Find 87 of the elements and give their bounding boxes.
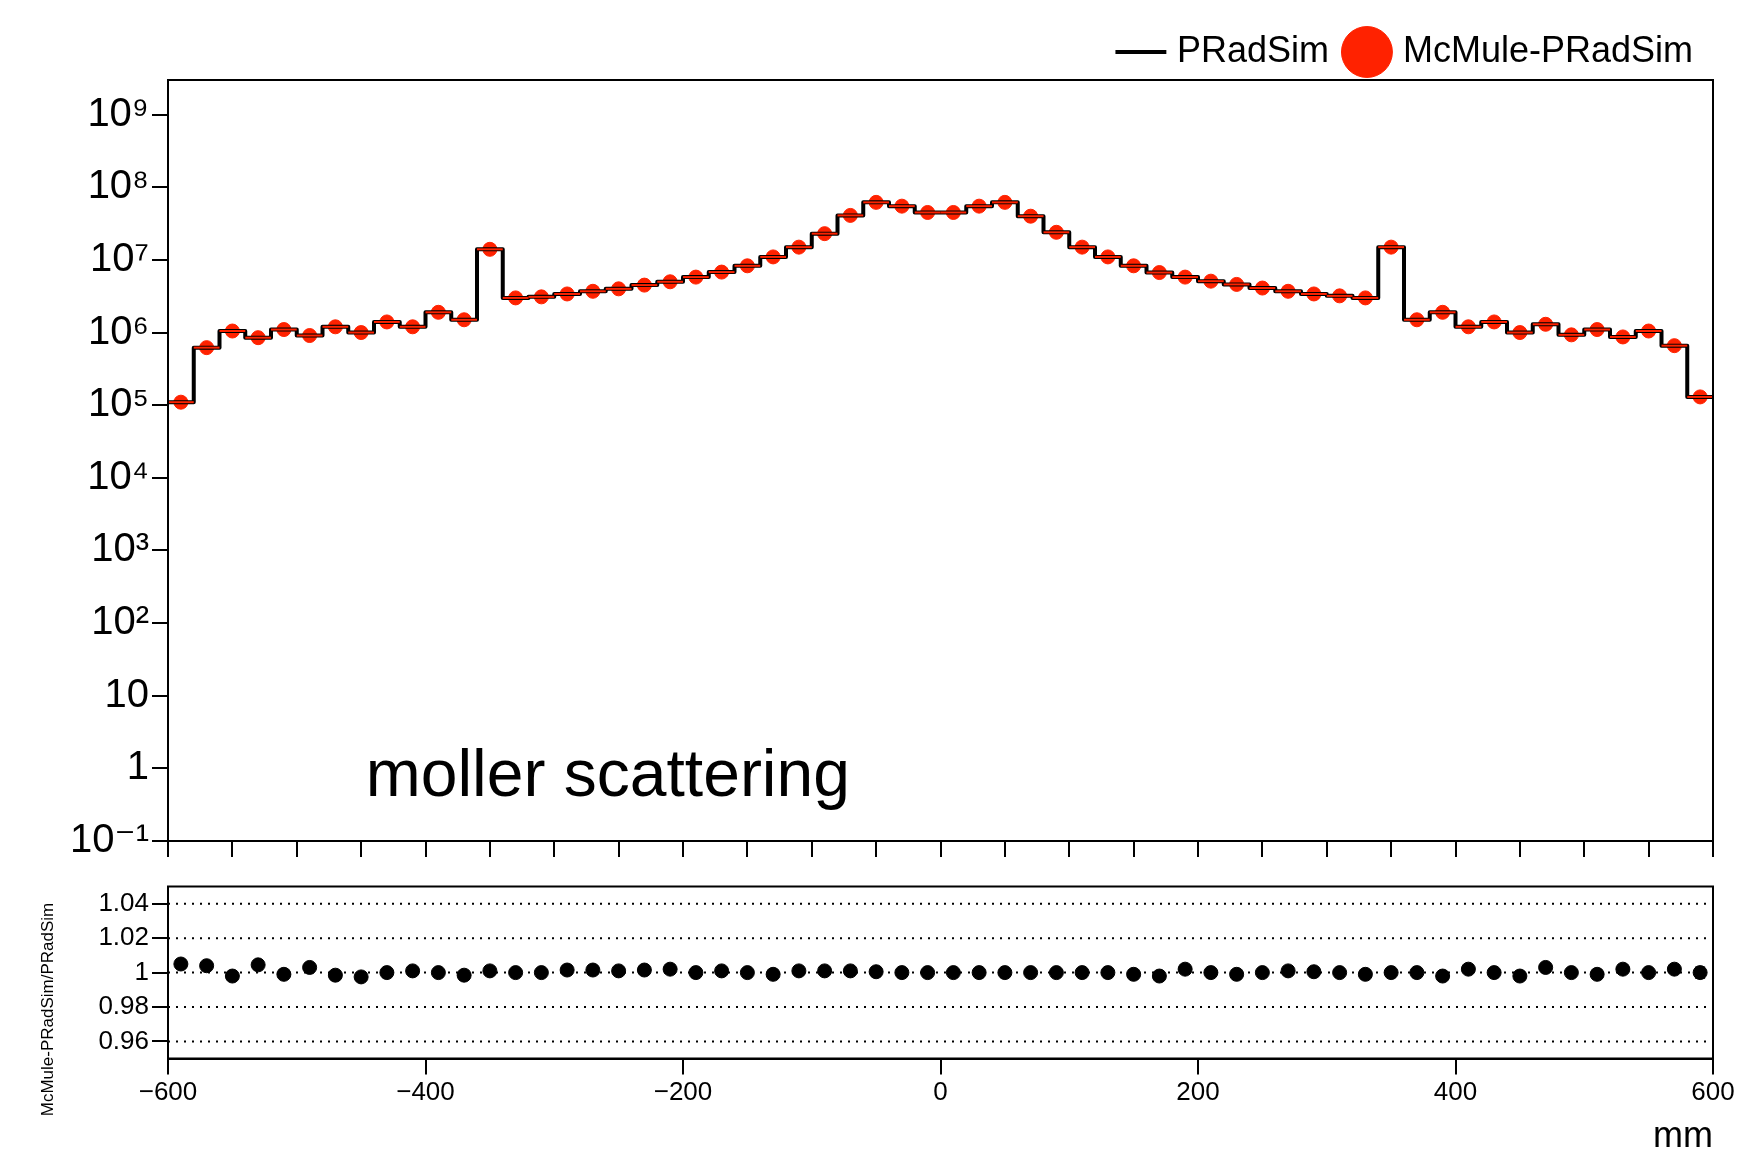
y-tick-label: 10 [104, 670, 149, 715]
point [1203, 965, 1219, 981]
y-tick-label: 1.04 [98, 886, 149, 917]
y-tick-label: 10³ [91, 525, 149, 570]
point [1383, 965, 1399, 981]
point [1460, 961, 1476, 977]
point [894, 965, 910, 981]
point [1177, 961, 1193, 977]
x-axis-title: mm [1653, 1114, 1713, 1156]
point [1357, 966, 1373, 982]
point [1280, 963, 1296, 979]
point [456, 967, 472, 983]
point [1512, 968, 1528, 984]
x-tick-label: 600 [1691, 1076, 1735, 1107]
point [430, 965, 446, 981]
y-tick-label: 10⁸ [87, 162, 149, 207]
point [817, 963, 833, 979]
point [611, 963, 627, 979]
point [997, 965, 1013, 981]
point [224, 968, 240, 984]
point [1666, 961, 1682, 977]
point [1589, 966, 1605, 982]
y-tick-label: 10⁹ [87, 89, 149, 134]
point [482, 963, 498, 979]
point [662, 961, 678, 977]
point [739, 965, 755, 981]
point [1074, 965, 1090, 981]
y-tick-label: 10⁶ [88, 307, 149, 352]
point [173, 956, 189, 972]
point [559, 962, 575, 978]
point [1641, 965, 1657, 981]
x-tick-label: −200 [653, 1076, 713, 1107]
y-tick-label: 10⁴ [87, 452, 149, 497]
point [842, 963, 858, 979]
point [1538, 959, 1554, 975]
point [1409, 965, 1425, 981]
point [1306, 964, 1322, 980]
point [1229, 966, 1245, 982]
point [1254, 965, 1270, 981]
point [1486, 965, 1502, 981]
x-tick-label: 0 [933, 1076, 948, 1107]
x-tick-label: 200 [1176, 1076, 1220, 1107]
point [1332, 965, 1348, 981]
x-tick-label: −600 [138, 1076, 198, 1107]
point [971, 965, 987, 981]
point [791, 963, 807, 979]
point [688, 965, 704, 981]
point [1048, 965, 1064, 981]
point [1023, 965, 1039, 981]
point [585, 962, 601, 978]
point [353, 969, 369, 985]
point [1151, 968, 1167, 984]
annotation: moller scattering [365, 736, 850, 811]
point [868, 964, 884, 980]
point [714, 963, 730, 979]
point [327, 967, 343, 983]
y-tick-label: 10⁻¹ [70, 816, 149, 861]
y-tick-label: 1.02 [98, 921, 149, 952]
point [1126, 966, 1142, 982]
y-tick-label: 10⁵ [87, 380, 149, 425]
y-axis-title: McMule-PRadSim/PRadSim [37, 902, 57, 1117]
point [1615, 961, 1631, 977]
x-tick-label: −400 [396, 1076, 455, 1107]
point [1563, 965, 1579, 981]
point [276, 966, 292, 982]
point [405, 963, 421, 979]
point [508, 965, 524, 981]
point [533, 965, 549, 981]
legend-label: McMule-PRadSim [1402, 28, 1694, 70]
y-tick-label: 0.96 [98, 1024, 149, 1055]
point [945, 965, 961, 981]
point [920, 965, 936, 981]
point [199, 958, 215, 974]
point [765, 966, 781, 982]
point [250, 957, 266, 973]
point [302, 959, 318, 975]
point [1100, 965, 1116, 981]
y-tick-label: 10⁷ [90, 234, 149, 279]
point [1435, 968, 1451, 984]
x-tick-label: 400 [1433, 1076, 1478, 1107]
y-tick-label: 10² [91, 598, 149, 643]
point [636, 962, 652, 978]
y-tick-label: 0.98 [98, 990, 149, 1021]
legend-label: PRadSim [1176, 28, 1329, 70]
point [379, 965, 395, 981]
y-tick-label: 1 [134, 955, 149, 986]
y-tick-label: 1 [126, 743, 149, 788]
